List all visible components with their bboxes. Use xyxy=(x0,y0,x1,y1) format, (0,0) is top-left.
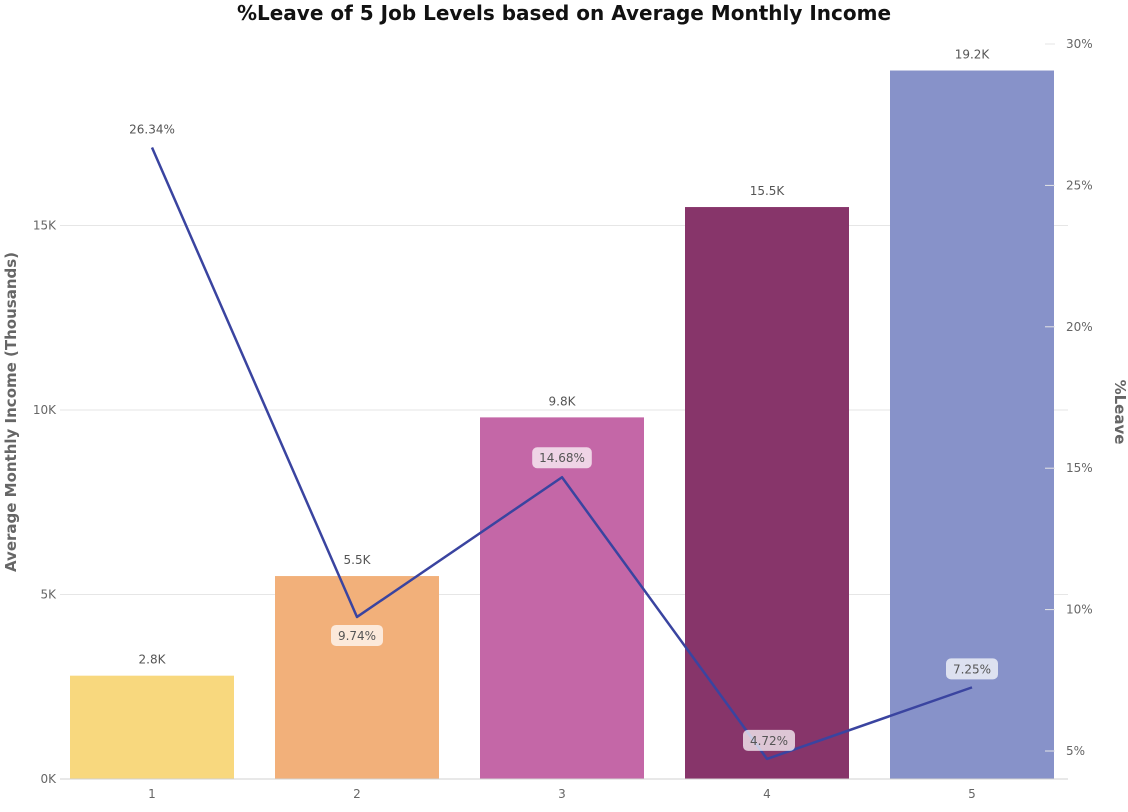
y-axis-right-title: %Leave xyxy=(1111,380,1128,445)
line-value-label: 7.25% xyxy=(953,662,991,676)
chart-title: %Leave of 5 Job Levels based on Average … xyxy=(236,1,892,25)
y-left-tick-label: 5K xyxy=(40,588,57,602)
y-right-tick-label: 15% xyxy=(1066,461,1093,475)
bar-level-4 xyxy=(685,207,849,780)
bar-value-label: 2.8K xyxy=(139,653,167,667)
line-value-label: 26.34% xyxy=(129,123,175,137)
y-left-tick-label: 15K xyxy=(33,219,57,233)
y-axis-left-title: Average Monthly Income (Thousands) xyxy=(2,252,20,572)
x-tick-label: 5 xyxy=(968,787,976,801)
y-left-tick-label: 10K xyxy=(33,403,57,417)
y-right-tick-label: 30% xyxy=(1066,37,1093,51)
y-right-tick-label: 20% xyxy=(1066,320,1093,334)
x-tick-label: 4 xyxy=(763,787,771,801)
line-label-background xyxy=(532,447,592,469)
bar-level-3 xyxy=(480,417,644,779)
line-label-background xyxy=(743,729,795,751)
line-label-background xyxy=(331,624,383,646)
bar-level-2 xyxy=(275,576,439,779)
y-right-tick-label: 25% xyxy=(1066,178,1093,192)
bar-value-label: 19.2K xyxy=(955,48,991,62)
axes: 0K 5K 10K 15K 5% 10% 15% 20% 25% 30% 1 2 3 4 5 xyxy=(33,37,1093,801)
y-right-tick-label: 10% xyxy=(1066,603,1093,617)
y-right-tick-label: 5% xyxy=(1066,744,1085,758)
data-labels: 2.8K 5.5K 9.8K 15.5K 19.2K 26.34% 9.74% 14.68% 4… xyxy=(129,48,998,751)
x-tick-label: 3 xyxy=(558,787,566,801)
bar-level-1 xyxy=(70,675,234,779)
leave-line-series xyxy=(150,147,973,761)
x-tick-label: 1 xyxy=(148,787,156,801)
line-value-label: 9.74% xyxy=(338,629,376,643)
bar-value-label: 9.8K xyxy=(549,394,577,408)
line-value-label: 14.68% xyxy=(539,451,585,465)
bars xyxy=(70,70,1054,780)
line-value-label: 4.72% xyxy=(750,734,788,748)
leave-line xyxy=(150,147,973,761)
bar-value-label: 5.5K xyxy=(344,553,372,567)
line-label-background xyxy=(946,658,998,680)
y-left-tick-label: 0K xyxy=(40,772,57,786)
bar-value-label: 15.5K xyxy=(750,184,786,198)
x-tick-label: 2 xyxy=(353,787,361,801)
